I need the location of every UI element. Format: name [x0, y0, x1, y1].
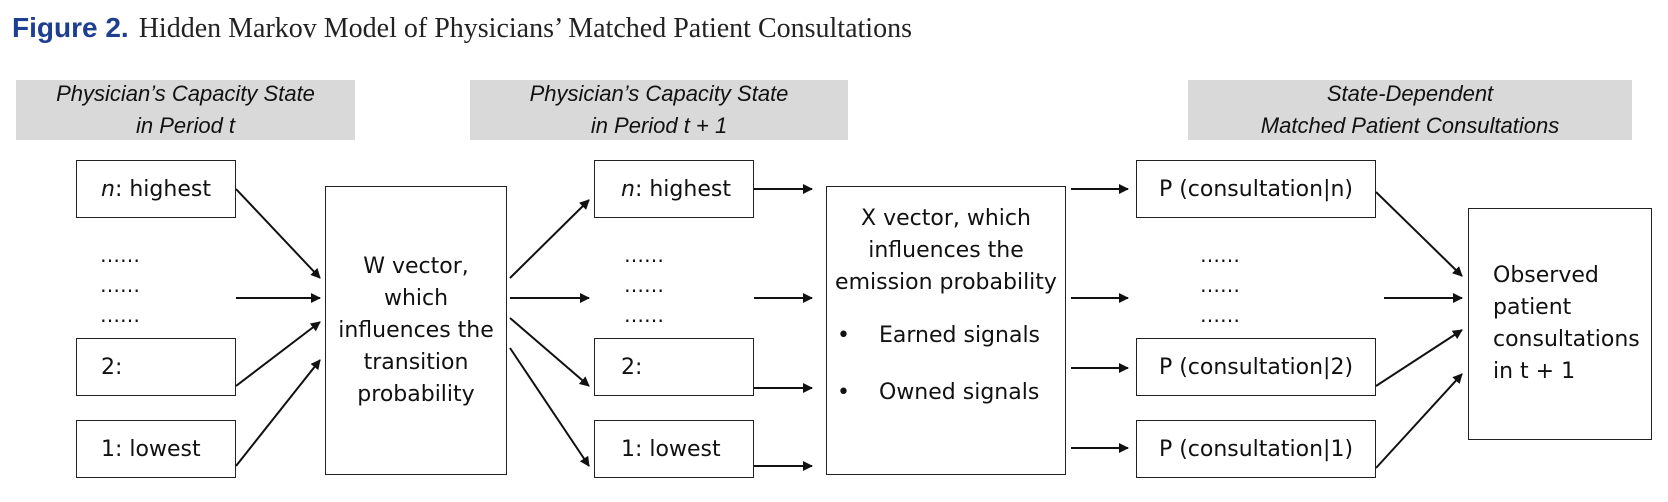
arrow-w-to-t1-highest	[509, 199, 590, 279]
figure-title: Figure 2. Hidden Markov Model of Physicia…	[12, 12, 912, 45]
bullet-icon: •	[837, 323, 850, 348]
x-bullet-owned: • Owned signals	[837, 380, 1040, 405]
state-t1-lowest-label: 1: lowest	[621, 436, 721, 462]
header-period-t-line2: in Period t	[135, 113, 236, 138]
state-t-highest: n: highest	[76, 160, 236, 218]
bullet-icon: •	[837, 380, 850, 405]
x-bullet-earned: • Earned signals	[837, 323, 1041, 348]
state-t1-highest: n: highest	[594, 160, 754, 218]
x-vector-box: X vector, which influences the emission …	[826, 186, 1066, 475]
state-t1-ellipsis: …… …… ……	[624, 243, 664, 327]
header-period-t1-line2: in Period t + 1	[590, 113, 728, 138]
arrow-t-2-to-w	[235, 321, 321, 387]
consult-2: P (consultation|2)	[1136, 338, 1376, 396]
figure-caption: Hidden Markov Model of Physicians’ Match…	[138, 13, 912, 44]
state-t1-highest-label: : highest	[634, 176, 731, 202]
state-t-2-label: 2:	[101, 354, 123, 380]
consult-ellipsis: …… …… ……	[1200, 243, 1240, 327]
state-t-lowest-label: 1: lowest	[101, 436, 201, 462]
arrow-consult-2-to-observed	[1375, 329, 1463, 387]
header-period-t-line1: Physician’s Capacity State	[56, 81, 315, 106]
state-t1-2-label: 2:	[621, 354, 643, 380]
state-t-highest-label: : highest	[114, 176, 211, 202]
observed-box: Observed patient consultations in t + 1	[1468, 208, 1652, 440]
header-period-t1-line1: Physician’s Capacity State	[529, 81, 789, 106]
state-t1-2: 2:	[594, 338, 754, 396]
state-t1-highest-n: n	[621, 176, 635, 202]
header-period-t: Physician’s Capacity State in Period t	[16, 80, 355, 140]
figure-label: Figure 2.	[12, 12, 129, 43]
arrow-w-to-t1-2	[509, 317, 590, 387]
arrow-t-lowest-to-w	[235, 359, 321, 467]
arrow-w-to-t1-lowest	[509, 347, 590, 467]
consult-1: P (consultation|1)	[1136, 420, 1376, 478]
state-t-lowest: 1: lowest	[76, 420, 236, 478]
header-period-t1: Physician’s Capacity State in Period t +…	[470, 80, 848, 140]
state-t-2: 2:	[76, 338, 236, 396]
state-t-ellipsis: …… …… ……	[100, 243, 140, 327]
w-vector-box: W vector, which influences the transitio…	[325, 186, 507, 475]
state-t-highest-n: n	[101, 176, 115, 202]
arrow-consult-1-to-observed	[1375, 373, 1463, 469]
state-t1-lowest: 1: lowest	[594, 420, 754, 478]
header-consultations-line1: State-Dependent	[1326, 81, 1494, 106]
header-consultations: State-Dependent Matched Patient Consulta…	[1188, 80, 1632, 140]
arrow-t-highest-to-w	[235, 188, 321, 279]
consult-n: P (consultation|n)	[1136, 160, 1376, 218]
arrow-consult-n-to-observed	[1375, 191, 1463, 277]
header-consultations-line2: Matched Patient Consultations	[1260, 113, 1560, 138]
